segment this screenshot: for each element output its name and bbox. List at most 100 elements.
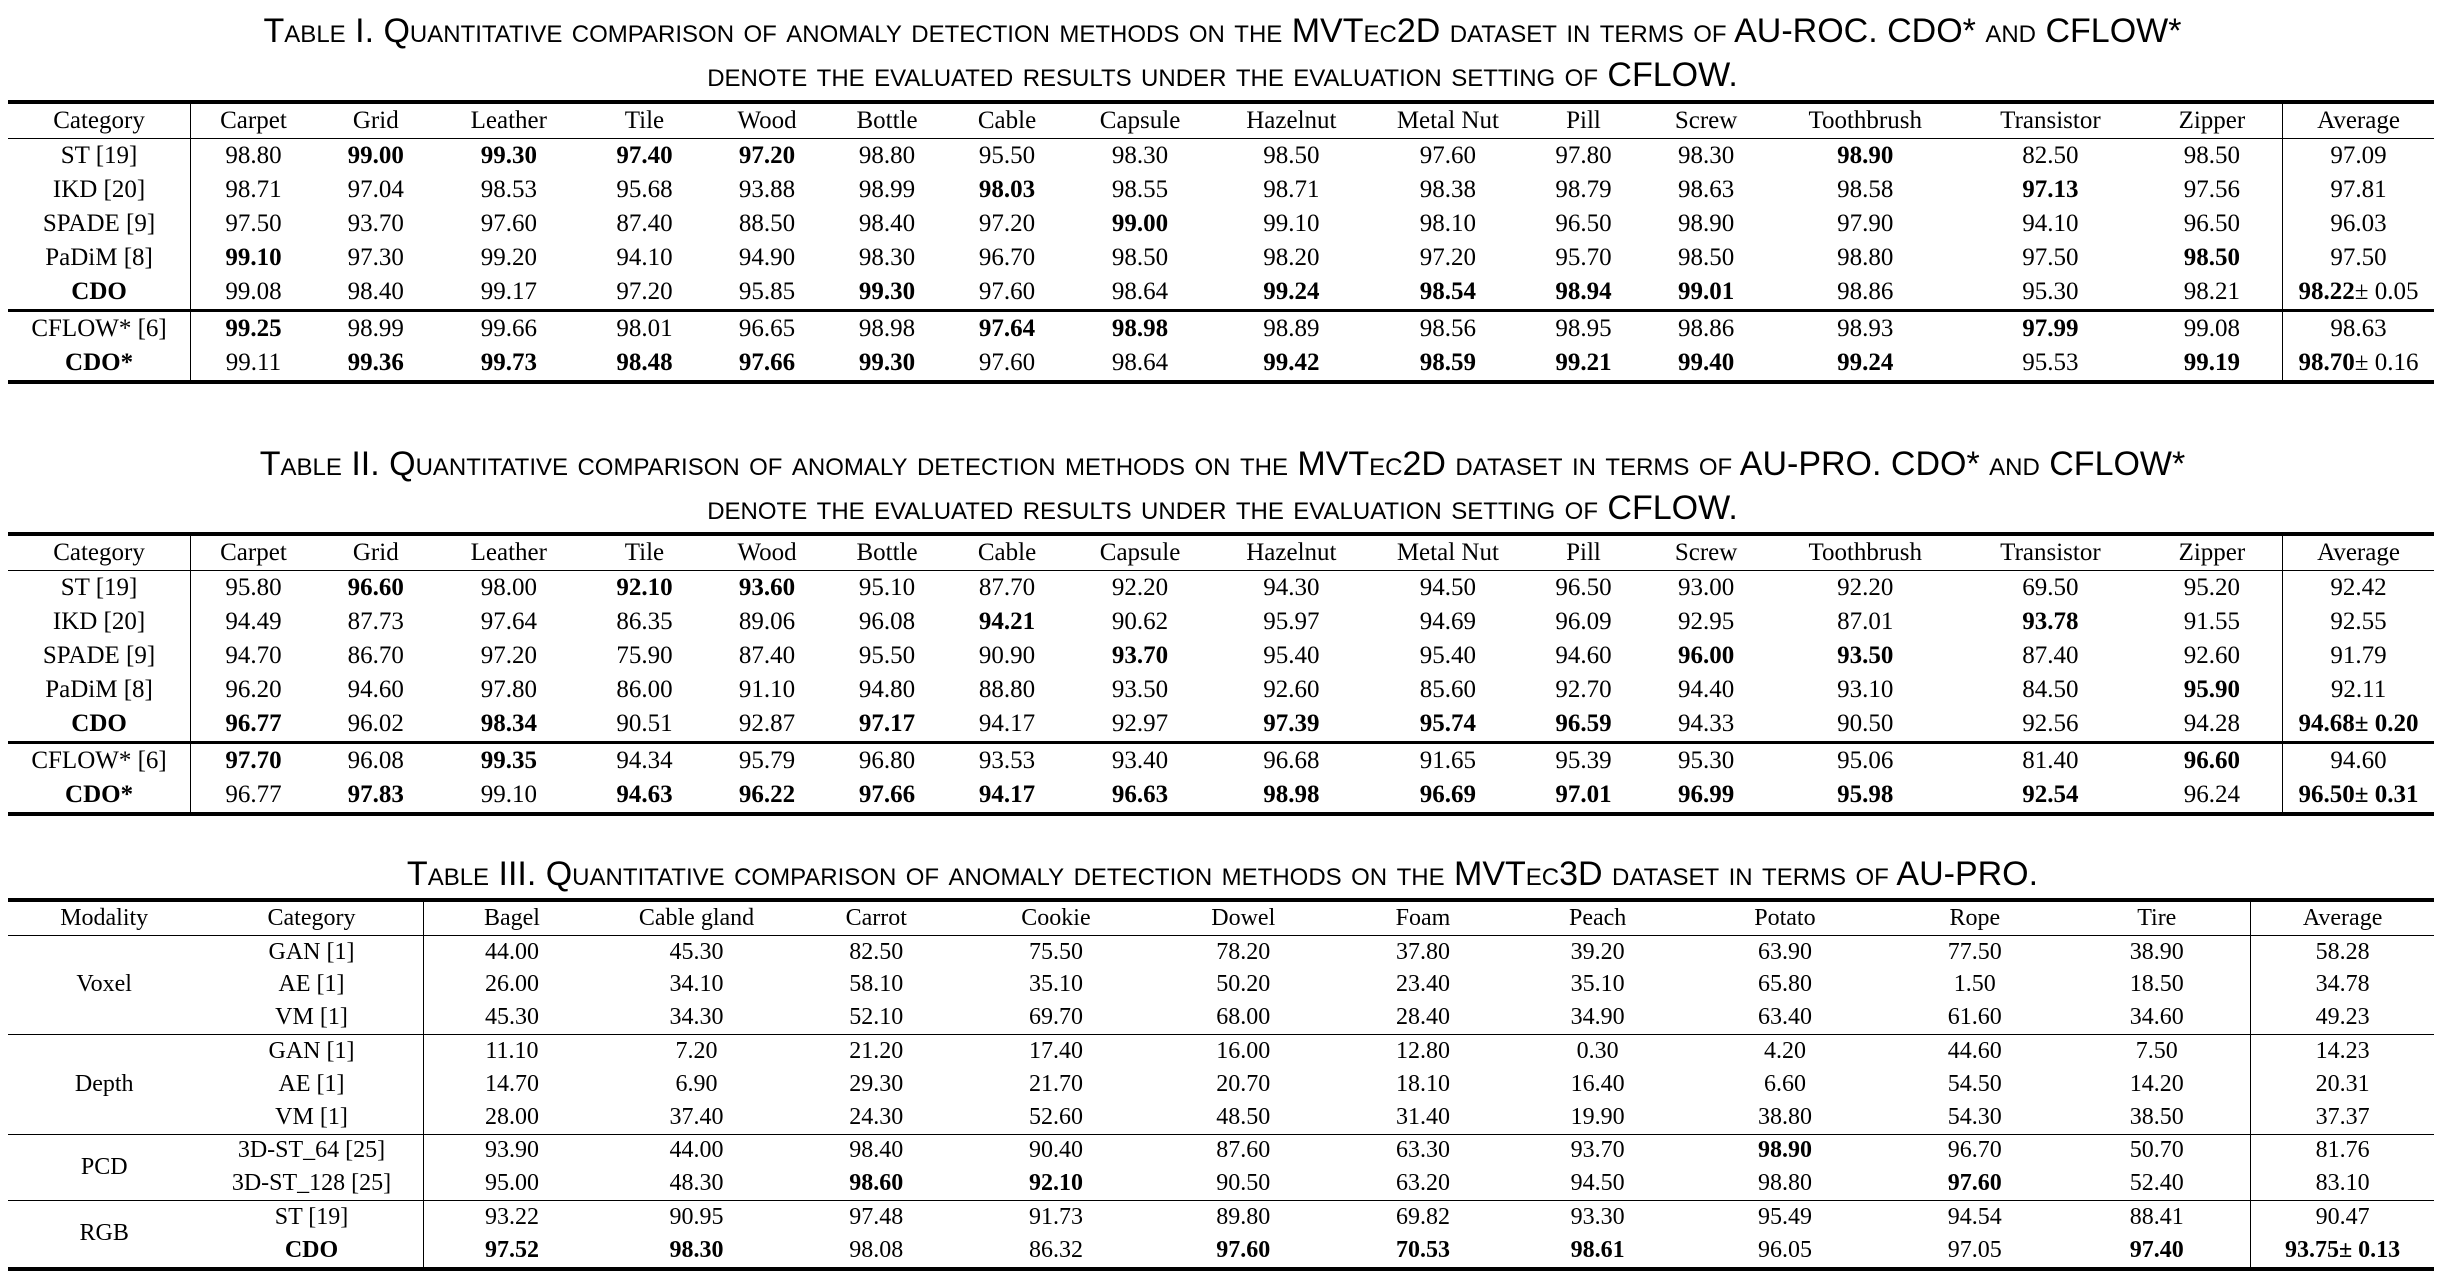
value-cell: 98.00 (480, 574, 537, 601)
value-cell: 96.50 (2183, 210, 2241, 237)
value-cell: 97.60 (978, 278, 1036, 305)
average-value: 94.60 (2330, 747, 2387, 774)
value-cell: 98.40 (792, 1133, 960, 1168)
value-cell: 96.65 (707, 309, 828, 346)
method-name: AE [1] (200, 968, 424, 1002)
value-cell: 97.48 (792, 1200, 960, 1234)
value-cell: 98.90 (1683, 1133, 1887, 1168)
value-cell: 94.30 (1263, 574, 1320, 601)
value-cell: 92.56 (2022, 710, 2079, 737)
value-cell: 93.78 (2022, 608, 2079, 635)
value-cell: 97.20 (480, 642, 537, 669)
column-header: Grid (315, 100, 436, 139)
value-cell: 98.55 (1111, 176, 1169, 203)
value-cell: 97.13 (2022, 176, 2079, 203)
value-cell: 45.30 (669, 938, 724, 965)
value-cell: 96.70 (978, 244, 1036, 271)
value-cell: 97.05 (1886, 1233, 2064, 1271)
value-cell: 95.20 (2183, 574, 2241, 601)
value-cell: 92.97 (1111, 710, 1169, 737)
value-cell: 99.08 (2141, 309, 2283, 346)
value-cell: 99.10 (435, 778, 582, 816)
value-cell: 37.40 (669, 1103, 724, 1130)
column-header: Pill (1526, 100, 1641, 139)
value-cell: 93.90 (423, 1133, 601, 1168)
average-value: 98.70 (2298, 349, 2355, 376)
average-value: 92.42 (2330, 574, 2387, 601)
column-header: Screw (1640, 532, 1772, 571)
value-cell: 98.50 (1677, 244, 1735, 271)
table1-caption-line1: Table I. Quantitative comparison of anom… (263, 12, 2182, 50)
average-std: ± 0.05 (2354, 278, 2419, 305)
value-cell: 98.56 (1369, 309, 1527, 346)
table-row: CFLOW* [6] 97.70 96.08 99.35 94.34 95.79 96.80… (8, 741, 2434, 778)
average-value: 97.09 (2330, 142, 2387, 169)
value-cell: 96.60 (347, 574, 404, 601)
value-cell: 97.52 (423, 1233, 601, 1271)
average-value: 92.55 (2330, 608, 2387, 635)
value-cell: 85.60 (1419, 676, 1476, 703)
value-cell: 94.40 (1677, 676, 1735, 703)
value-cell: 93.70 (1511, 1133, 1684, 1168)
table2-caption-line2: denote the evaluated results under the e… (707, 489, 1738, 527)
value-cell: 98.54 (1419, 278, 1476, 305)
value-cell: 37.80 (1395, 938, 1450, 965)
value-cell: 97.60 (480, 210, 537, 237)
column-header: Carrot (792, 897, 960, 936)
value-cell: 38.50 (2129, 1103, 2184, 1130)
value-cell: 95.98 (1771, 778, 1960, 816)
modality-label: Depth (8, 1034, 201, 1135)
value-cell: 86.70 (347, 642, 404, 669)
table-row: 3D-ST_128 [25] 95.00 48.30 98.60 92.10 90.50 6… (8, 1167, 2434, 1201)
average-cell: 49.23 (2250, 1001, 2434, 1035)
value-cell: 95.10 (858, 574, 916, 601)
table3: Modality Category Bagel Cable gland Carrot Co… (8, 897, 2434, 1271)
table-row: AE [1] 14.70 6.90 29.30 21.70 20.70 18.10 16.40… (8, 1067, 2434, 1101)
column-header: Bottle (827, 100, 948, 139)
value-cell: 96.20 (225, 676, 282, 703)
value-cell: 99.42 (1213, 346, 1370, 384)
value-cell: 97.50 (225, 210, 282, 237)
method-name: 3D-ST_128 [25] (200, 1167, 424, 1201)
value-cell: 98.50 (1111, 244, 1169, 271)
value-cell: 96.05 (1683, 1233, 1887, 1271)
value-cell: 98.63 (1677, 176, 1735, 203)
average-value: 14.23 (2315, 1038, 2370, 1065)
value-cell: 95.70 (1555, 244, 1612, 271)
average-cell: 20.31 (2250, 1067, 2434, 1101)
value-cell: 34.60 (2129, 1004, 2184, 1031)
table-row: PaDiM [8] 96.20 94.60 97.80 86.00 91.10 94.80 8… (8, 673, 2434, 707)
value-cell: 98.86 (1837, 278, 1894, 305)
value-cell: 94.33 (1677, 710, 1735, 737)
method-name: VM [1] (200, 1100, 424, 1135)
value-cell: 99.24 (1771, 346, 1960, 384)
value-cell: 98.90 (1677, 210, 1735, 237)
value-cell: 90.90 (978, 642, 1036, 669)
table-row: IKD [20] 94.49 87.73 97.64 86.35 89.06 96.08 94… (8, 605, 2434, 639)
value-cell: 90.50 (1216, 1170, 1271, 1197)
value-cell: 90.51 (616, 710, 673, 737)
average-cell: 14.23 (2250, 1034, 2434, 1068)
value-cell: 35.10 (1028, 971, 1083, 998)
value-cell: 92.60 (2183, 642, 2241, 669)
value-cell: 97.64 (480, 608, 537, 635)
column-header: Average (2250, 897, 2434, 936)
value-cell: 98.71 (225, 176, 282, 203)
value-cell: 95.30 (1640, 741, 1772, 778)
value-cell: 96.22 (707, 778, 828, 816)
average-value: 49.23 (2315, 1004, 2370, 1031)
value-cell: 99.30 (858, 278, 916, 305)
value-cell: 99.10 (225, 244, 282, 271)
value-cell: 94.50 (1570, 1170, 1625, 1197)
value-cell: 77.50 (1947, 938, 2002, 965)
header-row: Modality Category Bagel Cable gland Carrot Co… (8, 897, 2434, 936)
value-cell: 95.30 (2022, 278, 2079, 305)
value-cell: 96.63 (1067, 778, 1214, 816)
average-value: 58.28 (2315, 938, 2370, 965)
value-cell: 52.40 (2129, 1170, 2184, 1197)
value-cell: 34.90 (1570, 1004, 1625, 1031)
value-cell: 31.40 (1395, 1103, 1450, 1130)
value-cell: 95.00 (484, 1170, 539, 1197)
value-cell: 98.79 (1555, 176, 1612, 203)
value-cell: 94.69 (1419, 608, 1476, 635)
